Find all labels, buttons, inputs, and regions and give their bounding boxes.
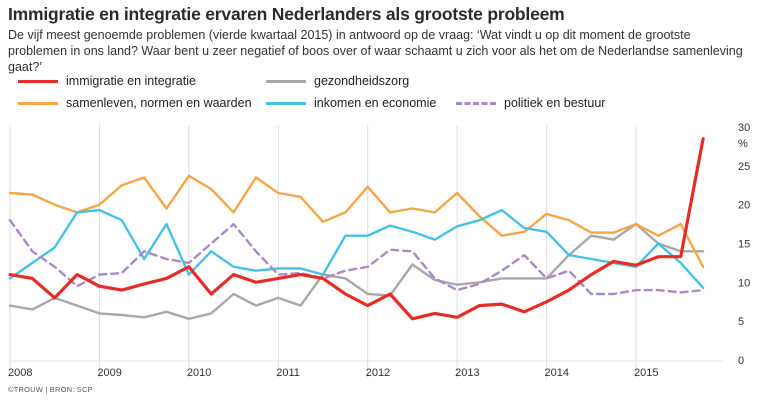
y-tick-label-10: 10: [738, 277, 750, 289]
series-line-inkomen: [8, 208, 705, 289]
series-line-samenleven,: [8, 174, 705, 268]
legend-label-inkomen: inkomen en economie: [314, 96, 437, 110]
legend-swatch-gezondheidszorg: [266, 79, 306, 83]
chart-title: Immigratie en integratie ervaren Nederla…: [8, 4, 565, 24]
x-tick-label-2010: 2010: [187, 367, 211, 379]
x-tick-label-2015: 2015: [634, 367, 658, 379]
y-tick-label-0: 0: [738, 355, 744, 367]
y-unit-label: %: [738, 138, 748, 150]
legend-item-immigratie: immigratie en integratie: [18, 74, 196, 88]
y-tick-label-5: 5: [738, 316, 744, 328]
y-tick-label-25: 25: [738, 161, 750, 173]
legend-label-samenleven: samenleven, normen en waarden: [66, 96, 252, 110]
legend-swatch-samenleven: [18, 101, 58, 105]
legend-label-immigratie: immigratie en integratie: [66, 74, 196, 88]
x-tick-label-2013: 2013: [455, 367, 479, 379]
legend-item-samenleven: samenleven, normen en waarden: [18, 96, 252, 110]
x-tick-label-2014: 2014: [545, 367, 569, 379]
x-tick-label-2008: 2008: [8, 367, 32, 379]
y-tick-label-20: 20: [738, 200, 750, 212]
x-tick-label-2012: 2012: [366, 367, 390, 379]
legend-swatch-politiek: [456, 101, 496, 105]
legend-item-gezondheidszorg: gezondheidszorg: [266, 74, 409, 88]
chart-legend: immigratie en integratie gezondheidszorg…: [8, 68, 753, 116]
x-tick-label-2011: 2011: [276, 367, 300, 379]
x-tick-label-2009: 2009: [97, 367, 121, 379]
y-tick-label-30: 30: [738, 122, 750, 134]
legend-swatch-immigratie: [18, 79, 58, 83]
legend-item-politiek: politiek en bestuur: [456, 96, 605, 110]
series-line-gezondheidszorg: [8, 222, 705, 320]
series-line-immigratie: [8, 137, 705, 321]
series-line-politiek: [8, 218, 705, 296]
legend-label-gezondheidszorg: gezondheidszorg: [314, 74, 410, 88]
chart-subtitle: De vijf meest genoemde problemen (vierde…: [8, 28, 743, 74]
y-tick-label-15: 15: [738, 239, 750, 251]
legend-label-politiek: politiek en bestuur: [504, 96, 606, 110]
legend-item-inkomen: inkomen en economie: [266, 96, 436, 110]
legend-swatch-inkomen: [266, 101, 306, 105]
source-credit: ©TROUW | BRON: SCP: [8, 385, 93, 394]
